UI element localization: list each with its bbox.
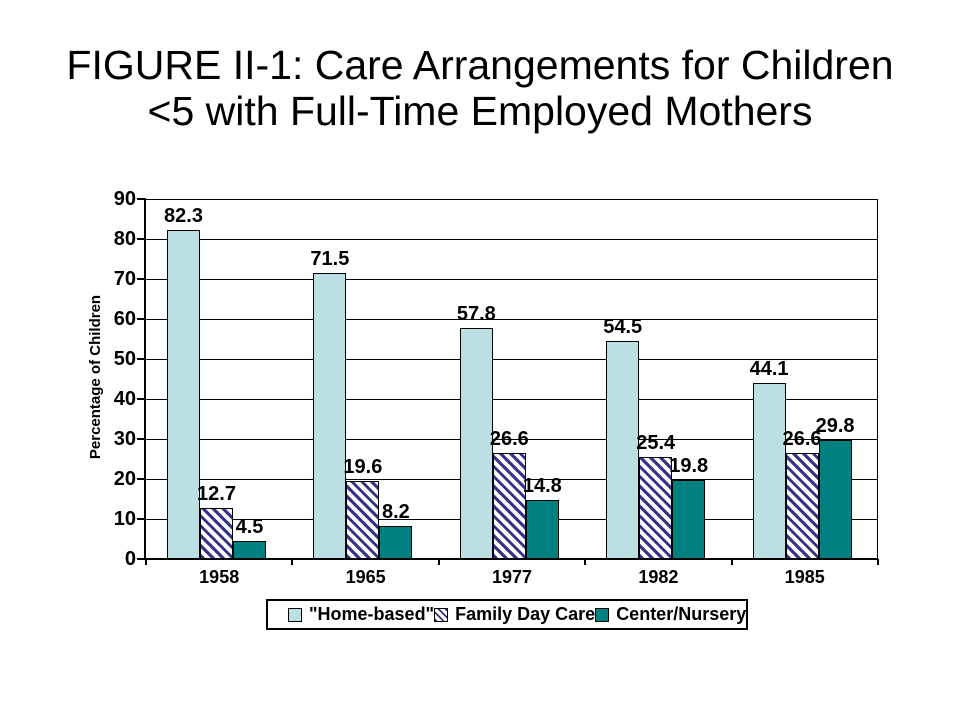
bar <box>200 508 233 559</box>
bar <box>379 526 413 559</box>
bar <box>313 273 347 559</box>
x-tick <box>877 559 879 565</box>
x-category-label: 1965 <box>345 567 386 587</box>
bar-value-label: 25.4 <box>636 432 676 455</box>
x-tick <box>584 559 587 565</box>
bar-value-label: 54.5 <box>603 316 643 338</box>
bar <box>346 480 380 559</box>
legend-label: Center/Nursery <box>616 604 747 624</box>
bar-value-label: 14.8 <box>522 474 562 497</box>
bar-value-label: 29.8 <box>815 414 855 437</box>
bar <box>167 229 200 559</box>
bar-value-label: 26.6 <box>782 427 822 450</box>
legend-item: Family Day Care <box>434 604 595 625</box>
y-tick-label: 50 <box>113 348 136 370</box>
bar-value-label: 71.5 <box>310 248 350 270</box>
y-tick <box>137 478 146 480</box>
x-category-label: 1982 <box>638 567 679 587</box>
legend-swatch <box>288 607 302 622</box>
x-tick <box>730 559 733 565</box>
gridline <box>146 439 878 440</box>
bar-value-label: 19.8 <box>669 454 709 477</box>
bar-value-label: 12.7 <box>197 483 236 506</box>
y-tick <box>137 278 146 280</box>
bar <box>525 499 559 559</box>
bar-value-label: 44.1 <box>749 357 789 380</box>
bar-value-label: 4.5 <box>235 516 264 538</box>
gridline <box>146 279 878 280</box>
y-tick-label: 60 <box>113 308 136 330</box>
y-tick <box>137 358 146 360</box>
legend-label: Family Day Care <box>455 604 596 624</box>
legend-item: "Home-based" <box>288 604 434 625</box>
gridline <box>146 359 878 360</box>
bar-value-label: 19.6 <box>343 455 383 478</box>
legend-swatch <box>595 607 610 622</box>
y-tick-label: 30 <box>113 428 136 450</box>
y-tick-label: 40 <box>113 388 136 410</box>
bar <box>672 479 706 559</box>
bar-value-label: 57.8 <box>456 302 496 325</box>
y-tick <box>137 198 146 200</box>
gridline <box>146 319 878 320</box>
x-tick <box>437 559 440 565</box>
gridline <box>146 239 878 240</box>
y-tick <box>137 438 146 440</box>
plot-right-border <box>877 199 878 559</box>
legend-item: Center/Nursery <box>595 604 746 625</box>
y-tick-label: 90 <box>113 188 136 210</box>
y-tick-label: 0 <box>124 548 136 570</box>
chart-title-line2: <5 with Full-Time Employed Mothers <box>147 88 813 134</box>
y-tick-label: 80 <box>113 228 136 250</box>
bar <box>459 327 493 559</box>
chart-title-line1: FIGURE II-1: Care Arrangements for Child… <box>66 42 894 88</box>
bar <box>785 452 819 559</box>
y-tick-label: 10 <box>113 508 136 530</box>
bar-value-label: 8.2 <box>381 501 410 524</box>
x-axis-line <box>144 558 878 560</box>
bar <box>818 439 852 559</box>
legend-label: "Home-based" <box>309 604 435 624</box>
y-tick <box>137 318 146 320</box>
y-tick <box>137 238 146 240</box>
y-tick <box>137 518 146 520</box>
bar <box>752 382 786 559</box>
x-tick <box>291 559 294 565</box>
gridline <box>146 399 878 400</box>
y-tick-label: 70 <box>113 268 136 290</box>
x-category-label: 1958 <box>199 567 240 587</box>
y-axis-line <box>144 199 146 560</box>
bar-value-label: 26.6 <box>489 427 529 450</box>
legend-box: "Home-based" Family Day Care Center/Nurser… <box>266 599 748 630</box>
bar <box>233 541 266 559</box>
x-category-label: 1977 <box>491 567 533 587</box>
bar-value-label: 82.3 <box>164 204 203 227</box>
chart-title: FIGURE II-1: Care Arrangements for Child… <box>0 42 960 134</box>
bar <box>492 452 526 559</box>
gridline <box>146 199 878 200</box>
y-tick-label: 20 <box>113 468 136 490</box>
y-tick <box>137 398 146 400</box>
x-tick <box>145 559 147 565</box>
x-category-label: 1985 <box>784 567 825 587</box>
bar <box>639 457 673 559</box>
y-tick <box>137 558 146 560</box>
legend-swatch <box>434 607 449 622</box>
bar <box>606 341 640 559</box>
